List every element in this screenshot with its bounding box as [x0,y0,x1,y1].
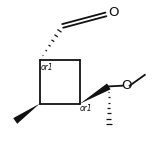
Text: or1: or1 [80,104,93,113]
Polygon shape [80,83,111,104]
Text: or1: or1 [41,63,54,72]
Text: O: O [121,79,131,92]
Polygon shape [13,104,40,124]
Text: O: O [108,6,119,19]
